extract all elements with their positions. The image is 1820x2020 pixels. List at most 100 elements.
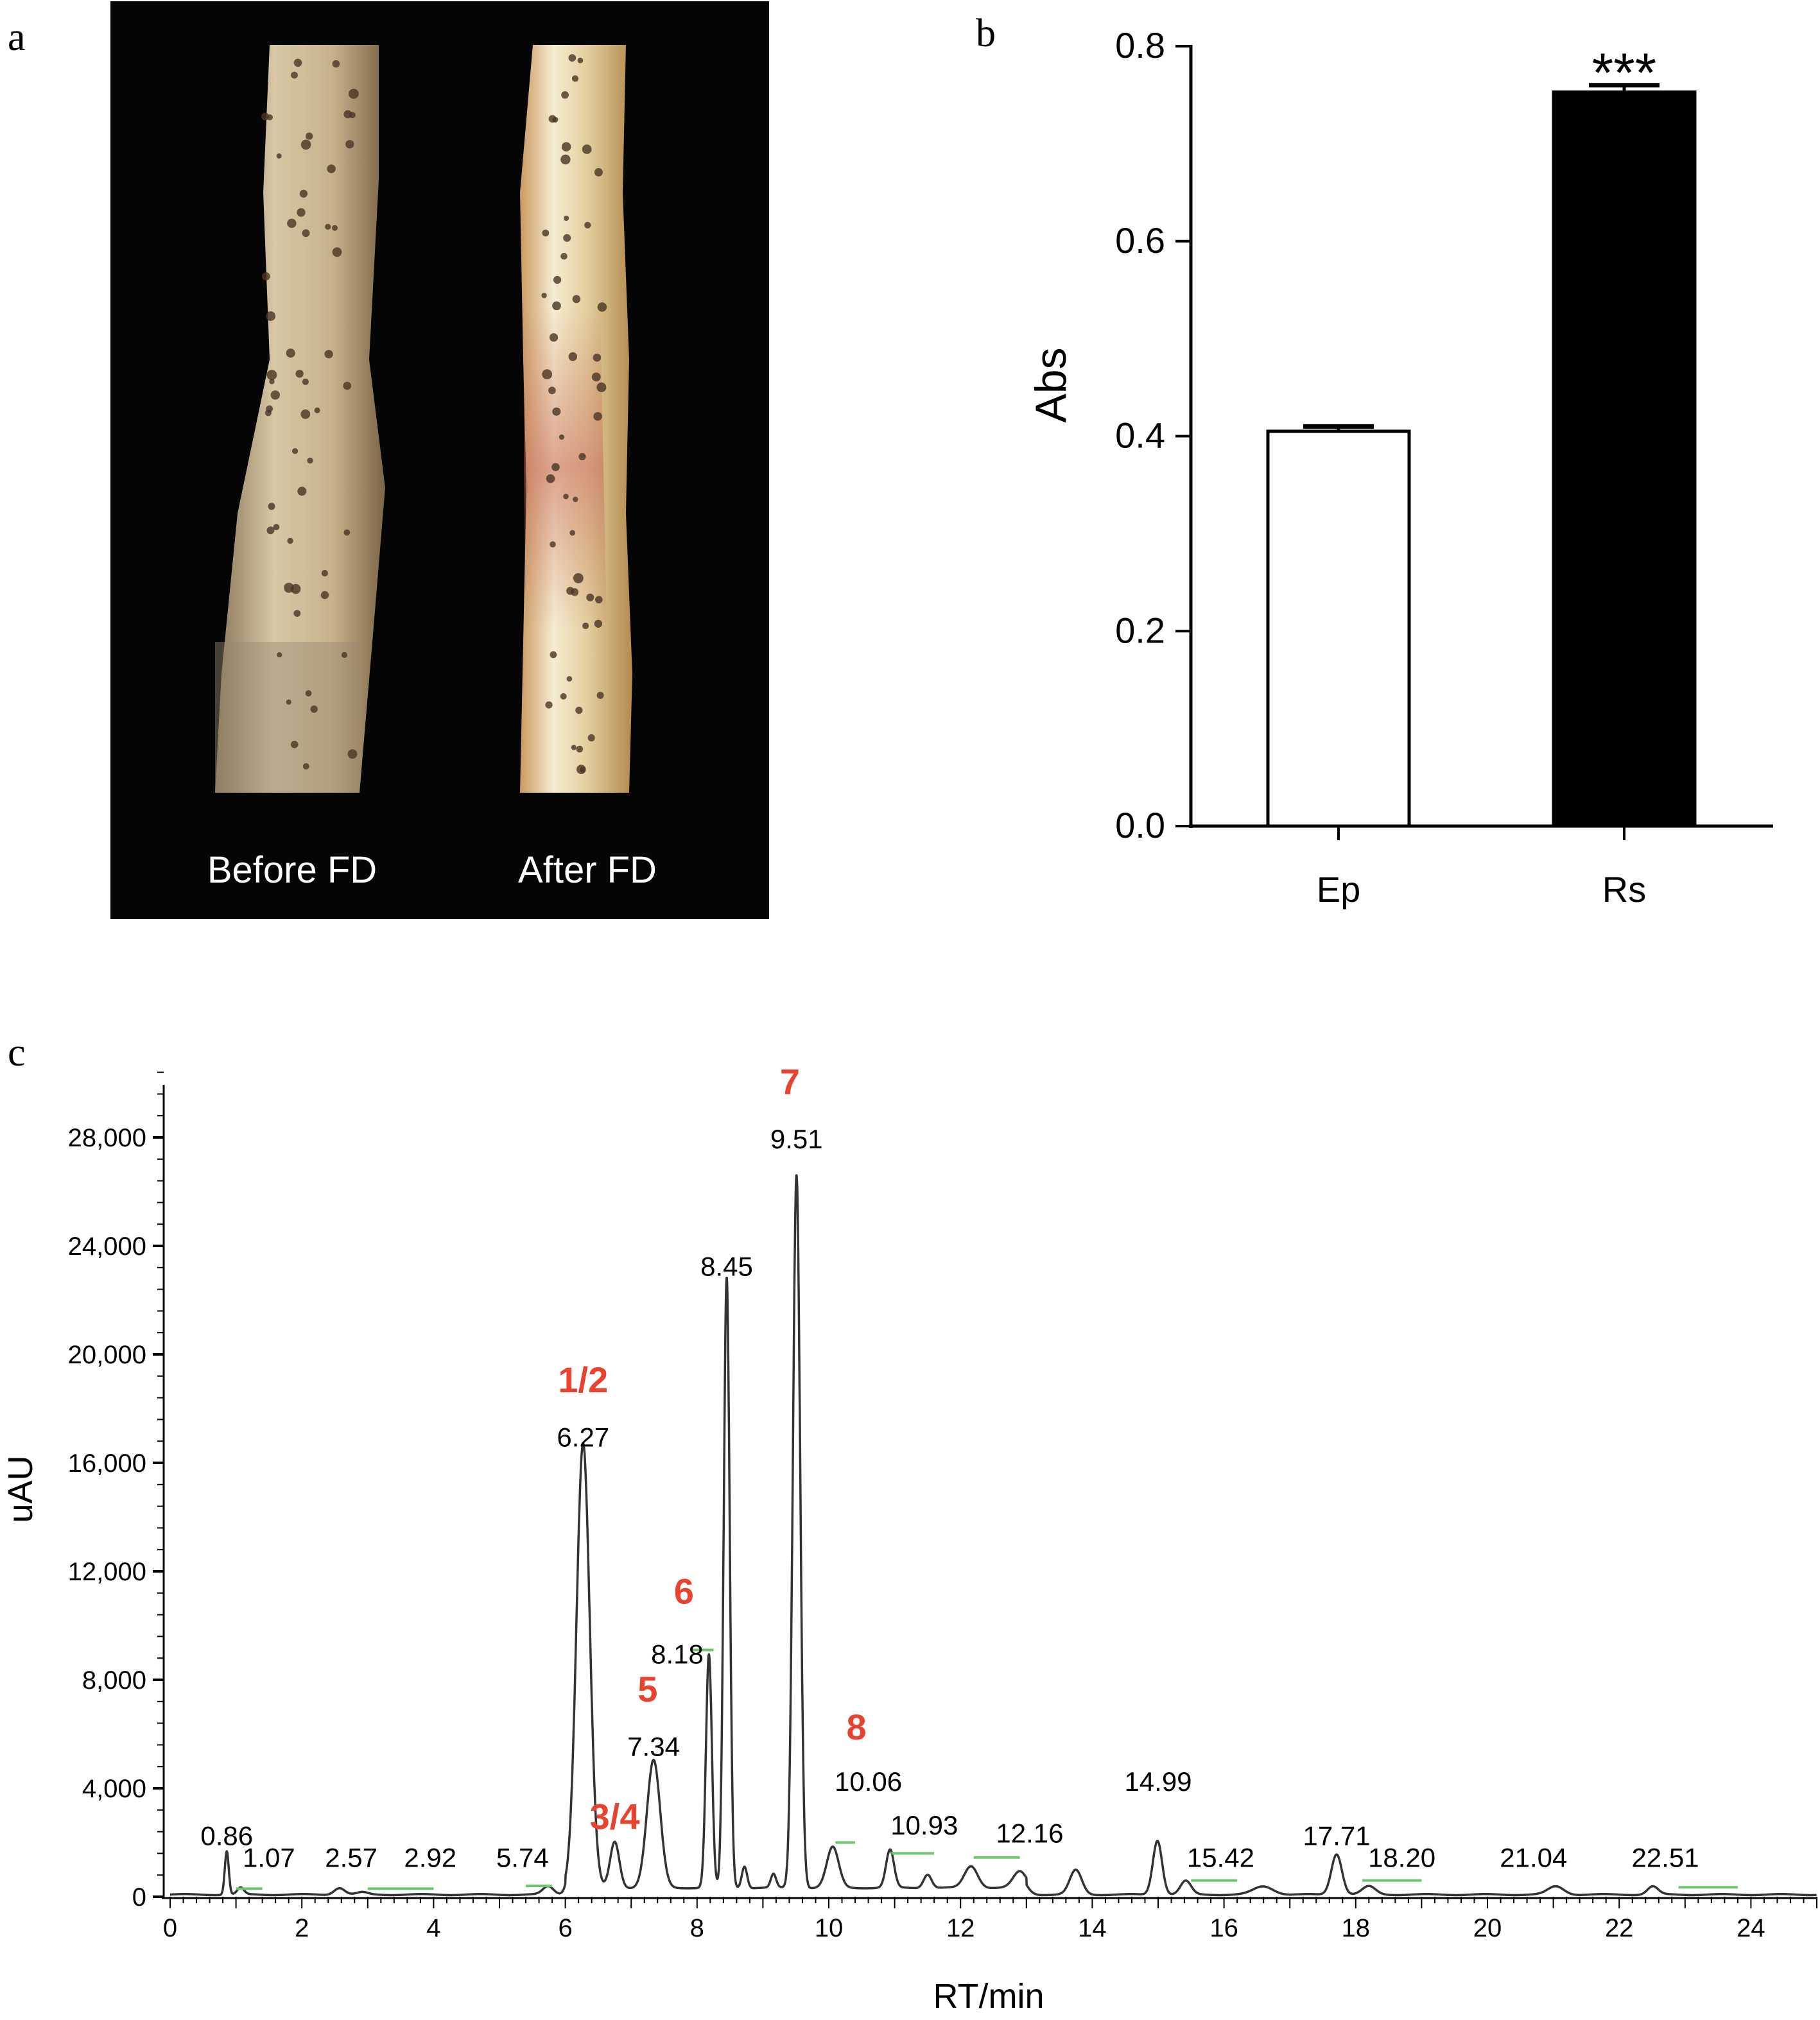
chromatogram-x-tick-label: 10 [815, 1914, 844, 1942]
root-spot [552, 117, 559, 123]
rt-label: 10.93 [890, 1810, 958, 1840]
chromatogram-x-tick-label: 24 [1737, 1914, 1765, 1942]
rt-label: 7.34 [627, 1731, 680, 1761]
rt-label: 14.99 [1124, 1766, 1192, 1797]
root-spot [266, 114, 273, 121]
root-spot [563, 234, 571, 242]
root-spot [295, 370, 304, 378]
root-spot [266, 526, 275, 535]
root-spot [321, 569, 328, 577]
chromatogram-x-tick-label: 20 [1473, 1914, 1502, 1942]
root-spot [550, 651, 557, 659]
root-spot [293, 58, 302, 67]
root-spot [302, 229, 310, 237]
chromatogram-x-tick-label: 14 [1078, 1914, 1107, 1942]
root-spot [582, 144, 592, 154]
root-spot [266, 405, 273, 413]
bar-y-tick-label: 0.8 [1115, 25, 1165, 65]
root-spot [560, 693, 567, 700]
rt-label: 8.45 [700, 1251, 753, 1281]
root-spot [541, 293, 547, 298]
rt-label: 8.18 [651, 1639, 704, 1670]
root-spot [300, 139, 311, 150]
root-spot [305, 690, 312, 697]
root-spot [596, 382, 607, 392]
bar-y-tick-label: 0.0 [1115, 805, 1165, 845]
root-spot [561, 142, 571, 151]
significance-stars: *** [1592, 42, 1656, 104]
root-spot [580, 766, 586, 773]
root-spot [266, 311, 276, 321]
root-spot [325, 223, 331, 230]
root-spot [307, 457, 313, 464]
bar-y-ticks: 0.0 0.2 0.4 0.6 0.8 [1115, 25, 1191, 845]
rt-label: 15.42 [1187, 1843, 1254, 1873]
chromatogram-x-tick-label: 16 [1209, 1914, 1238, 1942]
rt-label: 22.51 [1631, 1843, 1699, 1873]
chromatogram-y-tick-label: 16,000 [68, 1449, 146, 1478]
root-spot [571, 75, 579, 82]
rt-label: 17.71 [1303, 1821, 1370, 1851]
rt-label: 18.20 [1368, 1843, 1435, 1873]
root-spot [573, 573, 584, 583]
bar-series [1266, 83, 1697, 828]
root-spot [270, 390, 280, 400]
root-spot [587, 734, 595, 742]
panel-a-photo: Before FD After FD [110, 1, 769, 919]
root-spot [268, 503, 275, 510]
chromatogram-trace [169, 1174, 1817, 1897]
photo-background [110, 1, 769, 919]
root-spot [306, 132, 313, 140]
compound-label: 1/2 [558, 1360, 608, 1400]
root-after-red-region [523, 308, 607, 629]
bar-y-tick-label: 0.4 [1115, 415, 1165, 456]
chromatogram-minor-ticks [157, 1071, 1817, 1908]
root-spot [349, 112, 356, 119]
root-spot [568, 54, 576, 62]
chromatogram-x-tick-label: 18 [1342, 1914, 1371, 1942]
root-spot [582, 622, 589, 630]
rt-label: 1.07 [243, 1843, 295, 1873]
root-spot [564, 215, 569, 221]
root-spot [292, 448, 299, 454]
root-spot [293, 610, 301, 617]
root-spot [591, 372, 601, 382]
root-spot [560, 154, 571, 165]
root-spot [569, 530, 576, 536]
root-spot [310, 705, 318, 713]
root-spot [287, 218, 297, 229]
root-spot [297, 208, 306, 217]
root-spot [302, 378, 309, 385]
root-spot [546, 474, 555, 483]
bar-ep [1266, 429, 1411, 828]
root-spot [297, 487, 307, 496]
root-spot [545, 701, 553, 709]
root-spot [262, 272, 270, 281]
root-spot [593, 412, 602, 421]
rt-label: 2.57 [325, 1843, 377, 1873]
root-spot [549, 333, 559, 342]
bar-x-tick-label: Ep [1317, 869, 1361, 910]
root-spot [345, 140, 354, 149]
compound-label: 3/4 [590, 1796, 640, 1836]
chromatogram-x-tick-label: 22 [1605, 1914, 1634, 1942]
compound-label: 8 [847, 1707, 867, 1747]
chromatogram-x-axis-label: RT/min [933, 1977, 1044, 2016]
label-after-fd: After FD [518, 849, 657, 891]
root-spot [573, 496, 578, 503]
root-spot [576, 745, 584, 753]
integration-baselines [236, 1648, 1738, 1890]
chromatogram-y-ticks: 0 4,000 8,000 12,000 16,000 20,000 24,000 28,00… [68, 1124, 164, 1912]
bar-x-ticks: Ep Rs [1317, 826, 1646, 910]
root-spot [332, 60, 340, 68]
root-spot [286, 349, 295, 358]
rt-label: 6.27 [557, 1422, 609, 1453]
root-spot [559, 434, 565, 440]
root-spot [286, 699, 291, 705]
rt-label: 12.16 [996, 1818, 1063, 1849]
root-spots [261, 54, 607, 774]
root-spot [343, 381, 352, 390]
chromatogram-x-tick-label: 8 [690, 1914, 704, 1942]
root-spot [594, 619, 603, 628]
compound-labels: 1/2 3/4 5 6 7 8 [558, 1061, 866, 1836]
